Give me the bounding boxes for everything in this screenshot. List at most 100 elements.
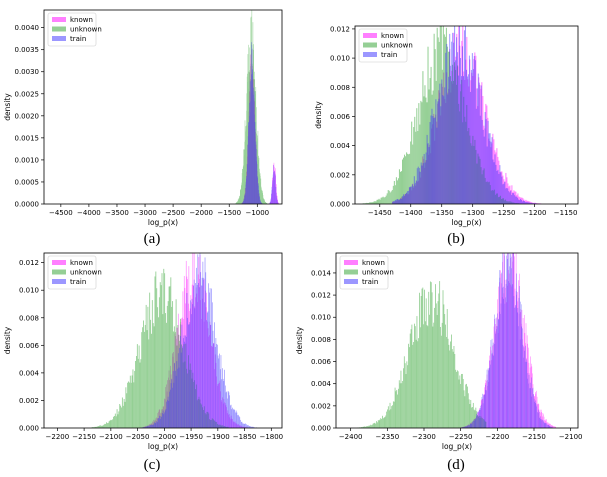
histogram-bar-unknown (382, 196, 384, 204)
histogram-bar-unknown (384, 197, 386, 204)
histogram-bar-unknown (135, 360, 137, 428)
histogram-bar-unknown (425, 298, 427, 428)
histogram-bar-unknown (370, 424, 372, 428)
histogram-bar-unknown (246, 93, 248, 204)
histogram-bar-unknown (258, 155, 259, 204)
histogram-bar-train (255, 141, 257, 204)
histogram-bar-train (479, 409, 480, 428)
histogram-bar-train (200, 272, 202, 428)
histogram-bar-unknown (156, 288, 158, 428)
histogram-bar-train (495, 318, 497, 428)
histogram-bar-unknown (236, 202, 237, 204)
histogram-bar-unknown (105, 423, 107, 428)
histogram-bar-train (248, 425, 249, 428)
histogram-bar-train (214, 346, 216, 428)
histogram-bar-unknown (242, 178, 243, 204)
histogram-bar-train (185, 336, 187, 428)
histogram-bar-unknown (393, 401, 395, 428)
histogram-bar-unknown (171, 306, 173, 428)
histogram-bar-unknown (165, 313, 166, 428)
histogram-bar-unknown (117, 414, 119, 428)
histogram-bar-unknown (264, 201, 266, 204)
histogram-bar-unknown (237, 199, 239, 204)
histogram-bar-known (553, 425, 554, 428)
histogram-bar-train (435, 99, 437, 204)
histogram-bar-train (521, 326, 523, 428)
histogram-bar-train (271, 186, 273, 204)
histogram-bar-unknown (133, 382, 135, 428)
histogram-bar-train (148, 425, 149, 428)
histogram-bar-unknown (403, 157, 405, 204)
histogram-bar-train (230, 404, 232, 428)
histogram-bar-unknown (440, 335, 442, 428)
histogram-bar-unknown (432, 326, 434, 428)
histogram-bar-train (272, 174, 274, 204)
histogram-bar-unknown (424, 289, 425, 428)
histogram-bar-train (507, 258, 509, 428)
histogram-bar-unknown (388, 190, 390, 204)
histogram-bar-train (412, 186, 414, 204)
histogram-bar-unknown (425, 97, 427, 204)
histogram-bar-train (408, 187, 410, 204)
histogram-bar-unknown (93, 427, 95, 428)
histogram-bar-train (199, 253, 201, 428)
histogram-bar-train (244, 194, 246, 204)
histogram-bar-train (457, 52, 459, 205)
histogram-bar-train (245, 423, 246, 428)
histogram-bar-train (259, 197, 260, 204)
histogram-bar-unknown (379, 199, 381, 204)
histogram-bar-train (211, 288, 212, 428)
histogram-bar-train (251, 74, 252, 204)
histogram-bar-unknown (374, 422, 376, 428)
histogram-bar-train (257, 183, 259, 204)
histogram-bar-unknown (382, 415, 383, 428)
histogram-bar-train (462, 427, 464, 428)
histogram-bar-train (251, 48, 253, 205)
histogram-bar-train (493, 355, 495, 428)
histogram-bar-train (233, 408, 235, 428)
histogram-bar-train (517, 197, 519, 204)
histogram-bar-unknown (374, 201, 376, 204)
histogram-bar-train (216, 343, 217, 428)
histogram-bar-unknown (466, 383, 467, 428)
histogram-bar-unknown (386, 193, 388, 204)
histogram-bar-unknown (405, 374, 407, 428)
histogram-bar-unknown (389, 192, 391, 204)
histogram-bar-train (193, 279, 195, 428)
histogram-bar-train (254, 114, 255, 204)
histogram-bar-train (518, 297, 520, 428)
histogram-bar-train (164, 412, 165, 428)
histogram-bar-unknown (161, 273, 163, 428)
histogram-bar-unknown (436, 314, 438, 428)
histogram-bar-unknown (456, 370, 458, 428)
histogram-bar-train (448, 76, 450, 204)
histogram-bar-unknown (396, 180, 398, 204)
x-tick-label: −2000 (152, 433, 176, 441)
histogram-bar-train (175, 375, 177, 428)
histogram-bar-unknown (379, 419, 381, 428)
histogram-bar-train (277, 202, 278, 204)
histogram-bar-unknown (147, 306, 149, 428)
histogram-bar-unknown (404, 363, 406, 428)
histogram-bar-unknown (238, 198, 240, 204)
legend-label-known: known (362, 259, 385, 267)
legend-swatch-known (344, 260, 358, 265)
histogram-bar-unknown (373, 201, 375, 204)
histogram-bar-train (459, 26, 461, 204)
histogram-bar-unknown (421, 288, 423, 428)
histogram-bar-unknown (260, 178, 262, 204)
histogram-bar-train (401, 198, 402, 204)
histogram-bar-train (423, 153, 425, 204)
histogram-bar-train (490, 364, 491, 428)
histogram-bar-train (471, 423, 473, 428)
histogram-bar-train (156, 421, 157, 428)
histogram-bar-known (525, 199, 527, 204)
histogram-bar-train (550, 426, 551, 428)
histogram-bar-unknown (110, 419, 112, 428)
histogram-bar-train (204, 257, 206, 428)
histogram-bar-train (487, 380, 488, 428)
histogram-bar-train (419, 171, 421, 204)
histogram-bar-train (191, 298, 193, 428)
histogram-bar-train (250, 101, 251, 204)
histogram-bar-unknown (404, 154, 406, 204)
